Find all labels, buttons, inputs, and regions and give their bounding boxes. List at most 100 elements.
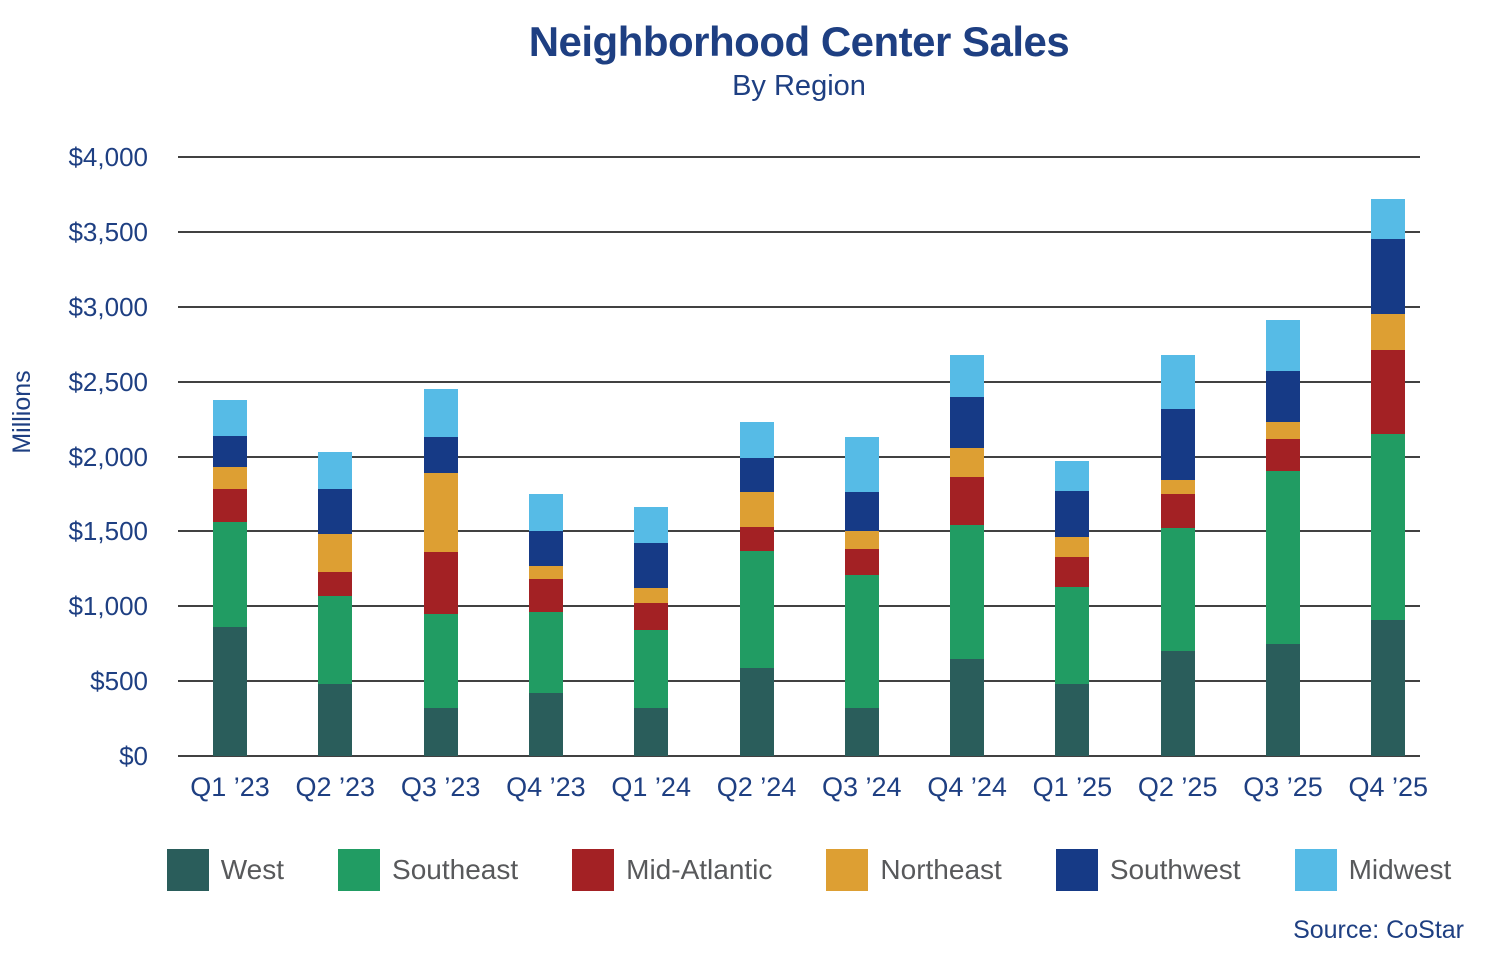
page-title: Neighborhood Center Sales: [528, 18, 1070, 65]
bar-11: [1266, 320, 1300, 756]
bar-1: [213, 399, 247, 756]
bar-segment-west: [423, 708, 458, 756]
legend-item-northeast: Northeast: [826, 849, 1002, 891]
chart-header: Neighborhood Center Sales By Region: [178, 18, 1420, 103]
bar-segment-southeast: [528, 612, 563, 694]
bar-segment-west: [844, 708, 879, 756]
x-tick-label-10: Q2 ’25: [1137, 772, 1218, 802]
bar-8: [950, 354, 985, 756]
bar-segment-west: [950, 658, 985, 756]
bar-segment-midwest: [1371, 198, 1406, 240]
legend-swatch-west: [166, 849, 209, 891]
bar-segment-southeast: [213, 522, 247, 628]
legend: West Southeast Mid-Atlantic Northeast Southw…: [166, 849, 1451, 891]
bar-segment-mid-atlantic: [1055, 556, 1090, 587]
bar-segment-southeast: [950, 525, 985, 659]
bar-segment-northeast: [1371, 314, 1406, 351]
legend-swatch-northeast: [826, 849, 869, 891]
legend-label-mid-atlantic: Mid-Atlantic: [626, 854, 773, 885]
bar-5: [634, 507, 669, 756]
bar-segment-west: [634, 708, 669, 756]
legend-item-midwest: Midwest: [1294, 849, 1452, 891]
bar-segment-southwest: [1160, 408, 1195, 481]
legend-label-southwest: Southwest: [1109, 854, 1241, 885]
bar-segment-midwest: [213, 399, 247, 436]
gridline-2500: [178, 380, 1420, 383]
bar-segment-west: [318, 684, 353, 756]
bar-segment-mid-atlantic: [528, 579, 563, 613]
bar-segment-southwest: [1055, 490, 1090, 538]
bar-segment-southeast: [1055, 586, 1090, 685]
y-tick-label-4000: $4,000: [68, 142, 148, 172]
y-tick-label-1500: $1,500: [68, 516, 148, 547]
x-tick-label-11: Q3 ’25: [1243, 772, 1323, 802]
legend-item-mid-atlantic: Mid-Atlantic: [572, 849, 772, 891]
legend-swatch-southeast: [338, 849, 381, 891]
bar-segment-southeast: [844, 574, 879, 709]
legend-item-southwest: Southwest: [1055, 849, 1241, 891]
legend-label-northeast: Northeast: [880, 854, 1002, 885]
legend-swatch-mid-atlantic: [572, 849, 615, 891]
bar-segment-midwest: [1160, 354, 1195, 409]
bar-segment-southeast: [634, 630, 669, 709]
y-tick-label-0: $0: [119, 741, 148, 771]
bar-segment-southwest: [318, 489, 353, 535]
bar-10: [1160, 354, 1195, 756]
y-tick-label-1000: $1,000: [68, 591, 148, 622]
gridline-1000: [178, 605, 1420, 608]
bar-segment-southeast: [1371, 434, 1406, 620]
bar-segment-west: [1266, 643, 1300, 756]
x-tick-label-3: Q3 ’23: [400, 772, 481, 802]
gridline-2000: [178, 455, 1420, 458]
bar-segment-northeast: [1055, 537, 1090, 557]
gridline-1500: [178, 530, 1420, 533]
bar-segment-west: [1055, 684, 1090, 756]
bar-segment-midwest: [528, 493, 563, 532]
bar-6: [739, 422, 774, 756]
bar-4: [528, 493, 563, 756]
bar-segment-midwest: [634, 507, 669, 544]
legend-label-southeast: Southeast: [392, 854, 519, 885]
bar-segment-southwest: [739, 458, 774, 493]
bar-segment-northeast: [950, 447, 985, 478]
bar-segment-southeast: [739, 550, 774, 668]
bar-segment-mid-atlantic: [1266, 438, 1300, 472]
legend-label-midwest: Midwest: [1348, 854, 1452, 885]
y-tick-label-2000: $2,000: [68, 441, 148, 472]
bar-segment-mid-atlantic: [1160, 493, 1195, 529]
bar-segment-west: [528, 693, 563, 756]
bar-segment-southeast: [423, 613, 458, 709]
legend-swatch-midwest: [1294, 849, 1337, 891]
legend-swatch-southwest: [1055, 849, 1098, 891]
legend-item-west: West: [166, 849, 284, 891]
bar-3: [423, 389, 458, 756]
bar-segment-southeast: [1160, 528, 1195, 652]
bar-2: [318, 452, 353, 756]
bar-segment-southeast: [1266, 471, 1300, 644]
bar-segment-southwest: [423, 437, 458, 473]
bar-segment-northeast: [423, 472, 458, 553]
gridline-500: [178, 680, 1420, 683]
page-subtitle: By Region: [732, 70, 866, 102]
bar-segment-northeast: [318, 534, 353, 572]
x-tick-label-2: Q2 ’23: [295, 772, 376, 802]
bar-segment-mid-atlantic: [739, 526, 774, 551]
x-tick-label-4: Q4 ’23: [506, 772, 586, 802]
bar-segment-mid-atlantic: [318, 571, 353, 596]
bar-segment-southwest: [844, 492, 879, 532]
y-tick-label-2500: $2,500: [68, 366, 148, 397]
bar-segment-northeast: [634, 588, 669, 604]
bar-12: [1371, 198, 1406, 756]
bar-segment-southwest: [1371, 239, 1406, 315]
bar-segment-northeast: [739, 492, 774, 527]
bar-segment-mid-atlantic: [634, 603, 669, 631]
bar-segment-northeast: [213, 467, 247, 490]
bar-segment-southwest: [528, 531, 563, 566]
bar-segment-mid-atlantic: [213, 489, 247, 523]
bar-segment-midwest: [318, 452, 353, 490]
bar-segment-northeast: [1266, 422, 1300, 439]
bar-segment-mid-atlantic: [423, 552, 458, 614]
x-tick-label-5: Q1 ’24: [611, 772, 691, 802]
x-tick-label-1: Q1 ’23: [190, 772, 270, 802]
